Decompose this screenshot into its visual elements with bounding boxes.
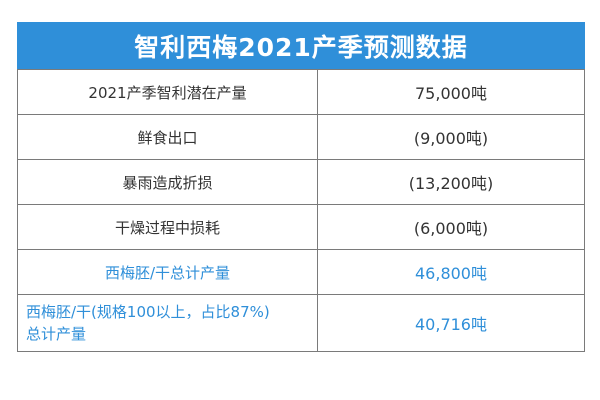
table-row-highlight: 西梅胚/干总计产量 46,800吨 — [17, 249, 585, 295]
table-title: 智利西梅2021产季预测数据 — [17, 22, 585, 69]
table-row-highlight: 西梅胚/干(规格100以上，占比87%) 总计产量 40,716吨 — [17, 294, 585, 352]
row-label: 2021产季智利潜在产量 — [17, 69, 318, 115]
row-value: 75,000吨 — [317, 69, 585, 115]
row-value: (9,000吨) — [317, 114, 585, 160]
forecast-table: 2021产季智利潜在产量 75,000吨 鲜食出口 (9,000吨) 暴雨造成折… — [17, 69, 585, 352]
document: 智利西梅2021产季预测数据 2021产季智利潜在产量 75,000吨 鲜食出口… — [17, 22, 585, 352]
table-row: 鲜食出口 (9,000吨) — [17, 114, 585, 160]
row-label: 暴雨造成折损 — [17, 159, 318, 205]
row-label: 西梅胚/干总计产量 — [17, 249, 318, 295]
table-row: 干燥过程中损耗 (6,000吨) — [17, 204, 585, 250]
row-label-line: 总计产量 — [26, 325, 87, 343]
row-label: 鲜食出口 — [17, 114, 318, 160]
row-value: 40,716吨 — [317, 294, 585, 352]
row-label: 干燥过程中损耗 — [17, 204, 318, 250]
row-label: 西梅胚/干(规格100以上，占比87%) 总计产量 — [17, 294, 318, 352]
table-row: 2021产季智利潜在产量 75,000吨 — [17, 69, 585, 115]
row-value: (13,200吨) — [317, 159, 585, 205]
row-label-line: 西梅胚/干(规格100以上，占比87%) — [26, 303, 270, 321]
row-value: 46,800吨 — [317, 249, 585, 295]
table-row: 暴雨造成折损 (13,200吨) — [17, 159, 585, 205]
row-value: (6,000吨) — [317, 204, 585, 250]
